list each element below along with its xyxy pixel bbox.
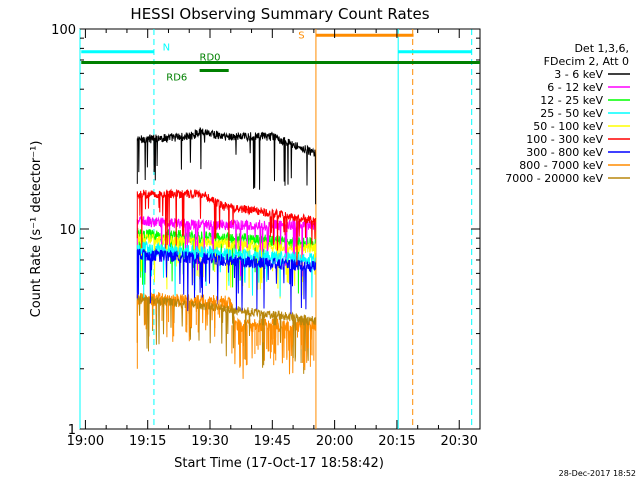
y-tick-label: 100 (51, 23, 76, 38)
flag-label: N (163, 43, 170, 54)
y-tick-label: 10 (59, 223, 76, 238)
y-axis-ticks: 1 10 100 (51, 23, 480, 438)
x-axis-ticks: 19:00 19:15 19:30 19:45 20:00 20:15 20:30 (67, 29, 478, 449)
flag-bars: N RD0 RD6 S (81, 30, 480, 84)
legend-header: FDecim 2, Att 0 (544, 55, 629, 68)
legend-label: 12 - 25 keV (540, 94, 603, 107)
x-tick-label: 20:15 (378, 434, 415, 449)
timestamp: 28-Dec-2017 18:52 (559, 469, 636, 478)
flag-label: RD6 (166, 73, 187, 84)
legend-label: 6 - 12 keV (547, 81, 603, 94)
legend-label: 25 - 50 keV (540, 107, 603, 120)
legend-label: 300 - 800 keV (526, 146, 603, 159)
series-line (136, 293, 317, 374)
flag-label: S (298, 30, 304, 41)
legend-label: 800 - 7000 keV (519, 159, 603, 172)
series-line (136, 127, 317, 205)
legend-label: 50 - 100 keV (533, 120, 603, 133)
legend-label: 7000 - 20000 keV (505, 172, 603, 185)
vertical-markers (79, 29, 473, 429)
x-tick-label: 19:15 (129, 434, 166, 449)
y-axis-label: Count Rate (s⁻¹ detector⁻¹) (29, 141, 44, 318)
series-layer (136, 127, 317, 379)
chart-title: HESSI Observing Summary Count Rates (130, 5, 429, 23)
x-tick-label: 20:00 (316, 434, 353, 449)
x-tick-label: 19:00 (67, 434, 104, 449)
series-line (136, 291, 317, 379)
series-line (136, 188, 317, 266)
x-tick-label: 19:30 (191, 434, 228, 449)
legend-label: 3 - 6 keV (554, 68, 603, 81)
flag-label: RD0 (200, 52, 221, 63)
legend-header: Det 1,3,6, (574, 42, 629, 55)
x-tick-label: 20:30 (440, 434, 477, 449)
legend-label: 100 - 300 keV (526, 133, 603, 146)
x-axis-label: Start Time (17-Oct-17 18:58:42) (174, 456, 384, 471)
y-tick-label: 1 (68, 423, 76, 438)
series-line (136, 248, 317, 315)
x-tick-label: 19:45 (254, 434, 291, 449)
plot-area: N RD0 RD6 S (79, 28, 481, 430)
